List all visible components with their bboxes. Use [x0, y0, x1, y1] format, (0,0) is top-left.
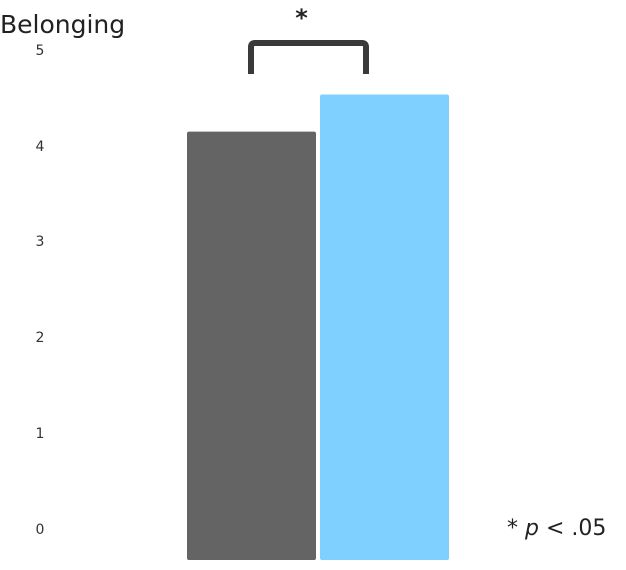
bar-2	[320, 94, 449, 560]
significance-note-symbol: p	[524, 516, 539, 541]
y-tick-label: 0	[36, 522, 45, 538]
bar-1	[187, 131, 316, 561]
significance-note: * p < .05	[507, 516, 606, 541]
y-tick-label: 4	[36, 139, 45, 155]
significance-note-prefix: *	[507, 516, 518, 541]
y-tick-label: 3	[36, 234, 45, 250]
significance-marker: *	[295, 4, 308, 32]
y-tick-label: 2	[36, 330, 45, 346]
y-tick-label: 1	[36, 426, 45, 442]
significance-bracket	[248, 40, 369, 74]
y-tick-label: 5	[36, 43, 45, 59]
bars	[187, 94, 449, 561]
y-axis: 0 1 2 3 4 5	[36, 43, 45, 538]
significance-note-suffix: < .05	[546, 516, 606, 541]
chart-title: Belonging	[0, 10, 125, 39]
